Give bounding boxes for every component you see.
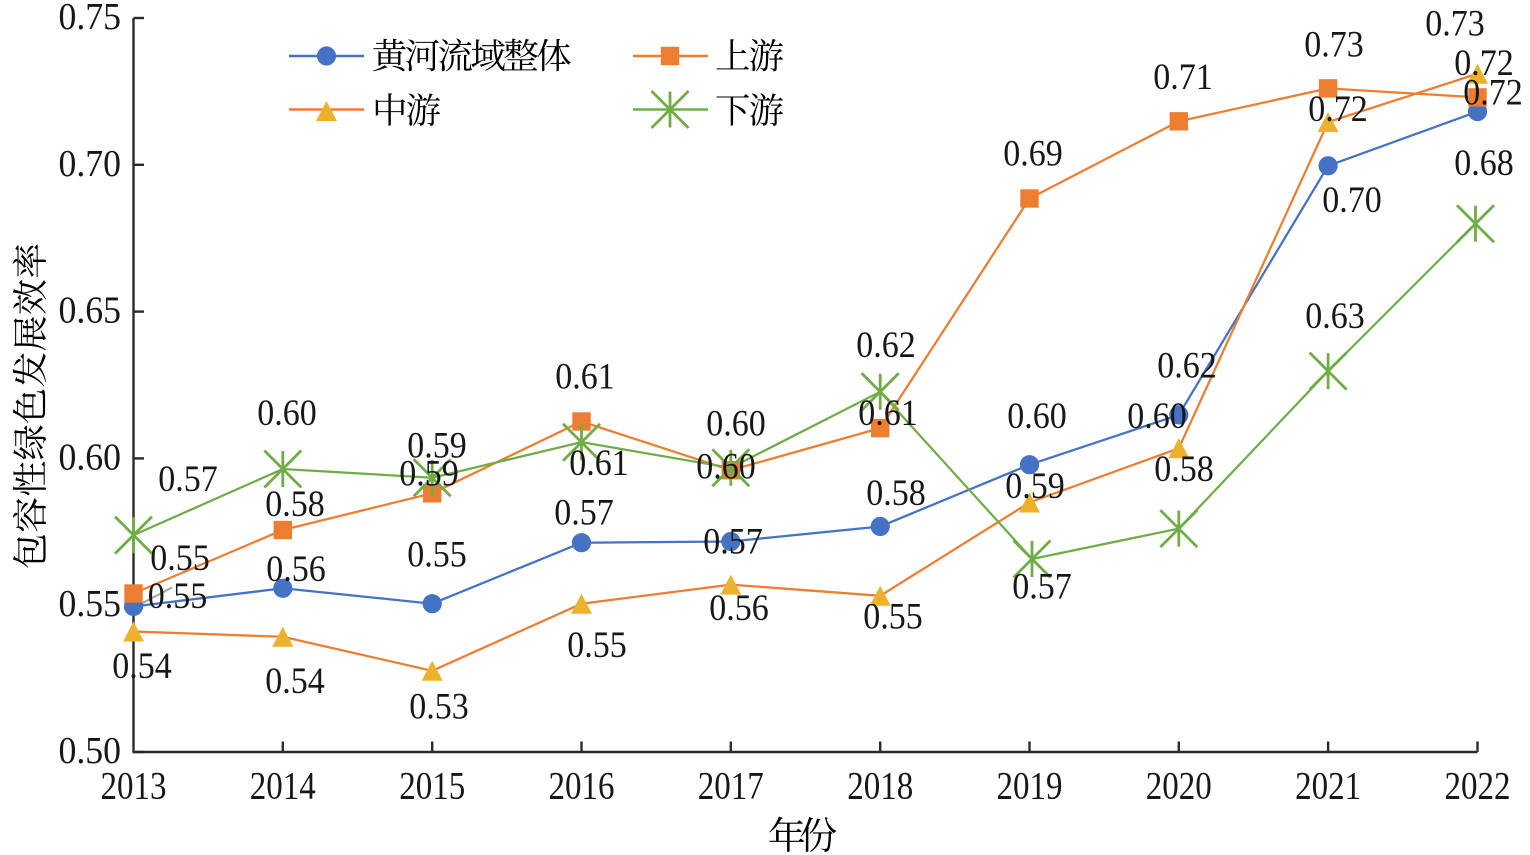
svg-text:2015: 2015 — [399, 763, 465, 807]
svg-text:0.68: 0.68 — [1454, 143, 1514, 184]
svg-text:0.65: 0.65 — [59, 290, 122, 332]
svg-text:0.59: 0.59 — [1005, 466, 1065, 507]
svg-text:0.59: 0.59 — [407, 426, 467, 467]
svg-text:0.50: 0.50 — [59, 730, 122, 772]
svg-text:0.55: 0.55 — [150, 538, 210, 579]
svg-text:2019: 2019 — [997, 763, 1063, 807]
svg-text:0.73: 0.73 — [1425, 4, 1485, 45]
svg-text:0.72: 0.72 — [1308, 89, 1368, 130]
svg-text:2017: 2017 — [698, 763, 764, 807]
svg-text:0.61: 0.61 — [858, 393, 918, 434]
svg-text:0.75: 0.75 — [59, 0, 122, 38]
svg-text:0.53: 0.53 — [409, 686, 469, 727]
svg-text:0.58: 0.58 — [866, 473, 926, 514]
svg-text:0.55: 0.55 — [59, 583, 122, 625]
svg-text:0.55: 0.55 — [863, 596, 923, 637]
svg-text:0.55: 0.55 — [567, 625, 627, 666]
svg-text:0.58: 0.58 — [1154, 449, 1214, 490]
svg-text:0.54: 0.54 — [265, 661, 325, 702]
svg-text:0.73: 0.73 — [1304, 25, 1364, 66]
svg-text:2013: 2013 — [101, 763, 167, 807]
svg-text:0.55: 0.55 — [148, 576, 208, 617]
svg-text:0.54: 0.54 — [112, 646, 172, 687]
svg-text:0.62: 0.62 — [856, 325, 916, 366]
svg-text:0.70: 0.70 — [59, 143, 122, 185]
svg-text:2014: 2014 — [250, 763, 316, 807]
svg-text:0.60: 0.60 — [59, 436, 122, 478]
svg-text:2016: 2016 — [549, 763, 615, 807]
svg-text:2020: 2020 — [1146, 763, 1212, 807]
svg-text:0.60: 0.60 — [257, 393, 317, 434]
svg-text:0.56: 0.56 — [709, 588, 769, 629]
svg-text:0.60: 0.60 — [1007, 396, 1067, 437]
svg-text:0.57: 0.57 — [1012, 566, 1072, 607]
svg-text:0.72: 0.72 — [1463, 73, 1523, 114]
svg-text:0.57: 0.57 — [703, 522, 763, 563]
svg-text:0.62: 0.62 — [1157, 346, 1217, 387]
svg-text:2022: 2022 — [1445, 763, 1511, 807]
svg-text:2021: 2021 — [1295, 763, 1361, 807]
svg-text:0.63: 0.63 — [1305, 296, 1365, 337]
svg-text:0.69: 0.69 — [1003, 134, 1063, 175]
svg-text:2018: 2018 — [847, 763, 913, 807]
svg-text:0.71: 0.71 — [1153, 57, 1213, 98]
svg-text:0.61: 0.61 — [555, 357, 615, 398]
svg-text:0.60: 0.60 — [706, 404, 766, 445]
svg-text:0.60: 0.60 — [696, 447, 756, 488]
svg-text:0.72: 0.72 — [1454, 43, 1514, 84]
svg-text:0.57: 0.57 — [554, 492, 614, 533]
svg-text:0.55: 0.55 — [407, 534, 467, 575]
svg-text:0.57: 0.57 — [158, 459, 218, 500]
svg-text:0.70: 0.70 — [1322, 180, 1382, 221]
svg-text:0.58: 0.58 — [265, 484, 325, 525]
svg-text:0.61: 0.61 — [569, 443, 629, 484]
svg-text:0.59: 0.59 — [399, 453, 459, 494]
svg-text:0.56: 0.56 — [266, 549, 326, 590]
svg-text:0.60: 0.60 — [1127, 396, 1187, 437]
